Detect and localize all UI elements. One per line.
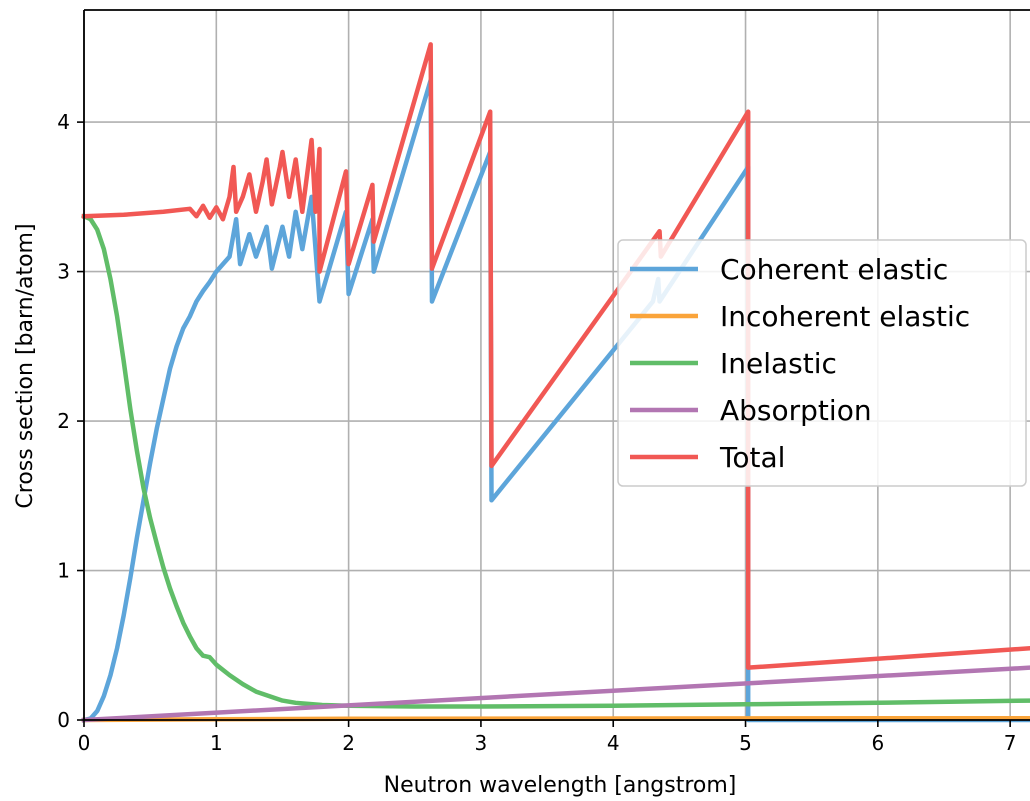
x-tick-label-6: 6 (871, 731, 884, 755)
x-tick-label-5: 5 (739, 731, 752, 755)
x-tick-label-7: 7 (1004, 731, 1017, 755)
x-tick-label-1: 1 (210, 731, 223, 755)
legend-label-incoherent-elastic: Incoherent elastic (720, 300, 970, 333)
x-tick-label-0: 0 (78, 731, 91, 755)
y-tick-label-0: 0 (57, 708, 70, 732)
y-tick-label-2: 2 (57, 409, 70, 433)
legend-label-total: Total (719, 441, 785, 474)
x-axis-label: Neutron wavelength [angstrom] (384, 773, 737, 798)
legend: Coherent elastic Incoherent elastic Inelas… (617, 239, 1027, 487)
y-tick-label-4: 4 (57, 110, 70, 134)
x-tick-label-2: 2 (342, 731, 355, 755)
axes (77, 9, 1030, 727)
x-tick-label-3: 3 (475, 731, 488, 755)
y-axis-label: Cross section [barn/atom] (13, 223, 38, 508)
legend-label-absorption: Absorption (720, 394, 872, 427)
legend-label-inelastic: Inelastic (720, 347, 837, 380)
legend-frame (617, 239, 1027, 487)
series-line-absorption (81, 665, 1030, 723)
series-lines (81, 42, 1030, 723)
series-line-coherent-elastic (81, 78, 1030, 723)
legend-label-coherent-elastic: Coherent elastic (720, 253, 948, 286)
y-tick-label-3: 3 (57, 260, 70, 284)
series-line-total (81, 42, 1030, 670)
x-tick-label-4: 4 (607, 731, 620, 755)
y-tick-label-1: 1 (57, 559, 70, 583)
tick-labels: 0 1 2 3 4 5 6 7 0 1 2 3 4 (57, 110, 1016, 755)
